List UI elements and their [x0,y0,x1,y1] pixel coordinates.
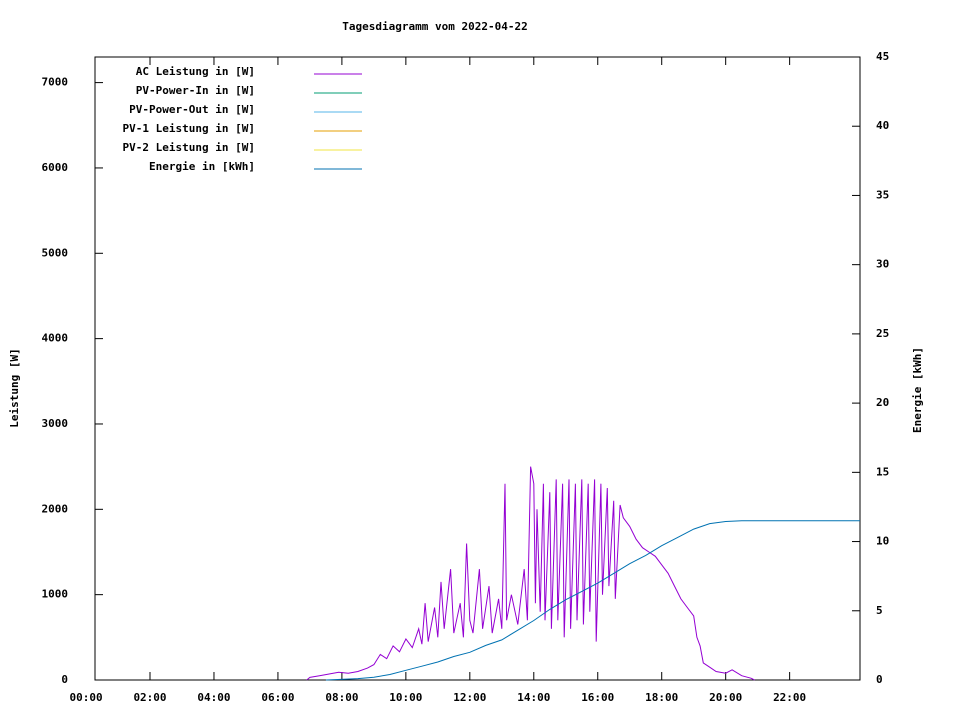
data-line [306,466,755,681]
x-tick-label: 10:00 [389,691,422,704]
x-tick-label: 20:00 [709,691,742,704]
x-tick-label: 18:00 [645,691,678,704]
legend-label: PV-2 Leistung in [W] [123,141,255,154]
y-tick-label: 6000 [42,161,69,174]
legend-label: PV-Power-In in [W] [136,84,255,97]
y-tick-label: 5000 [42,246,69,259]
y2-tick-label: 0 [876,673,883,686]
y2-tick-label: 35 [876,188,889,201]
y-tick-label: 2000 [42,502,69,515]
x-tick-label: 00:00 [69,691,102,704]
y-tick-label: 4000 [42,332,69,345]
y2-tick-label: 5 [876,604,883,617]
y-tick-label: 1000 [42,588,69,601]
data-line [325,520,860,681]
chart-title: Tagesdiagramm vom 2022-04-22 [342,20,527,33]
plot-border [94,56,861,681]
y-axis-label: Leistung [W] [8,348,21,427]
x-tick-label: 04:00 [197,691,230,704]
legend-label: PV-1 Leistung in [W] [123,122,255,135]
y2-tick-label: 10 [876,535,889,548]
y2-tick-label: 15 [876,465,889,478]
y-tick-label: 0 [61,673,68,686]
y2-tick-label: 40 [876,119,889,132]
legend-label: PV-Power-Out in [W] [129,103,255,116]
x-tick-label: 14:00 [517,691,550,704]
y-tick-label: 3000 [42,417,69,430]
legend-label: Energie in [kWh] [149,160,255,173]
x-tick-label: 06:00 [261,691,294,704]
y-tick-label: 7000 [42,76,69,89]
x-tick-label: 12:00 [453,691,486,704]
x-tick-label: 08:00 [325,691,358,704]
y2-tick-label: 25 [876,327,889,340]
y2-tick-label: 20 [876,396,889,409]
legend-label: AC Leistung in [W] [136,65,255,78]
x-tick-label: 16:00 [581,691,614,704]
y2-tick-label: 30 [876,258,889,271]
y2-axis-label: Energie [kWh] [911,347,924,433]
x-tick-label: 22:00 [773,691,806,704]
y2-tick-label: 45 [876,50,889,63]
x-tick-label: 02:00 [133,691,166,704]
